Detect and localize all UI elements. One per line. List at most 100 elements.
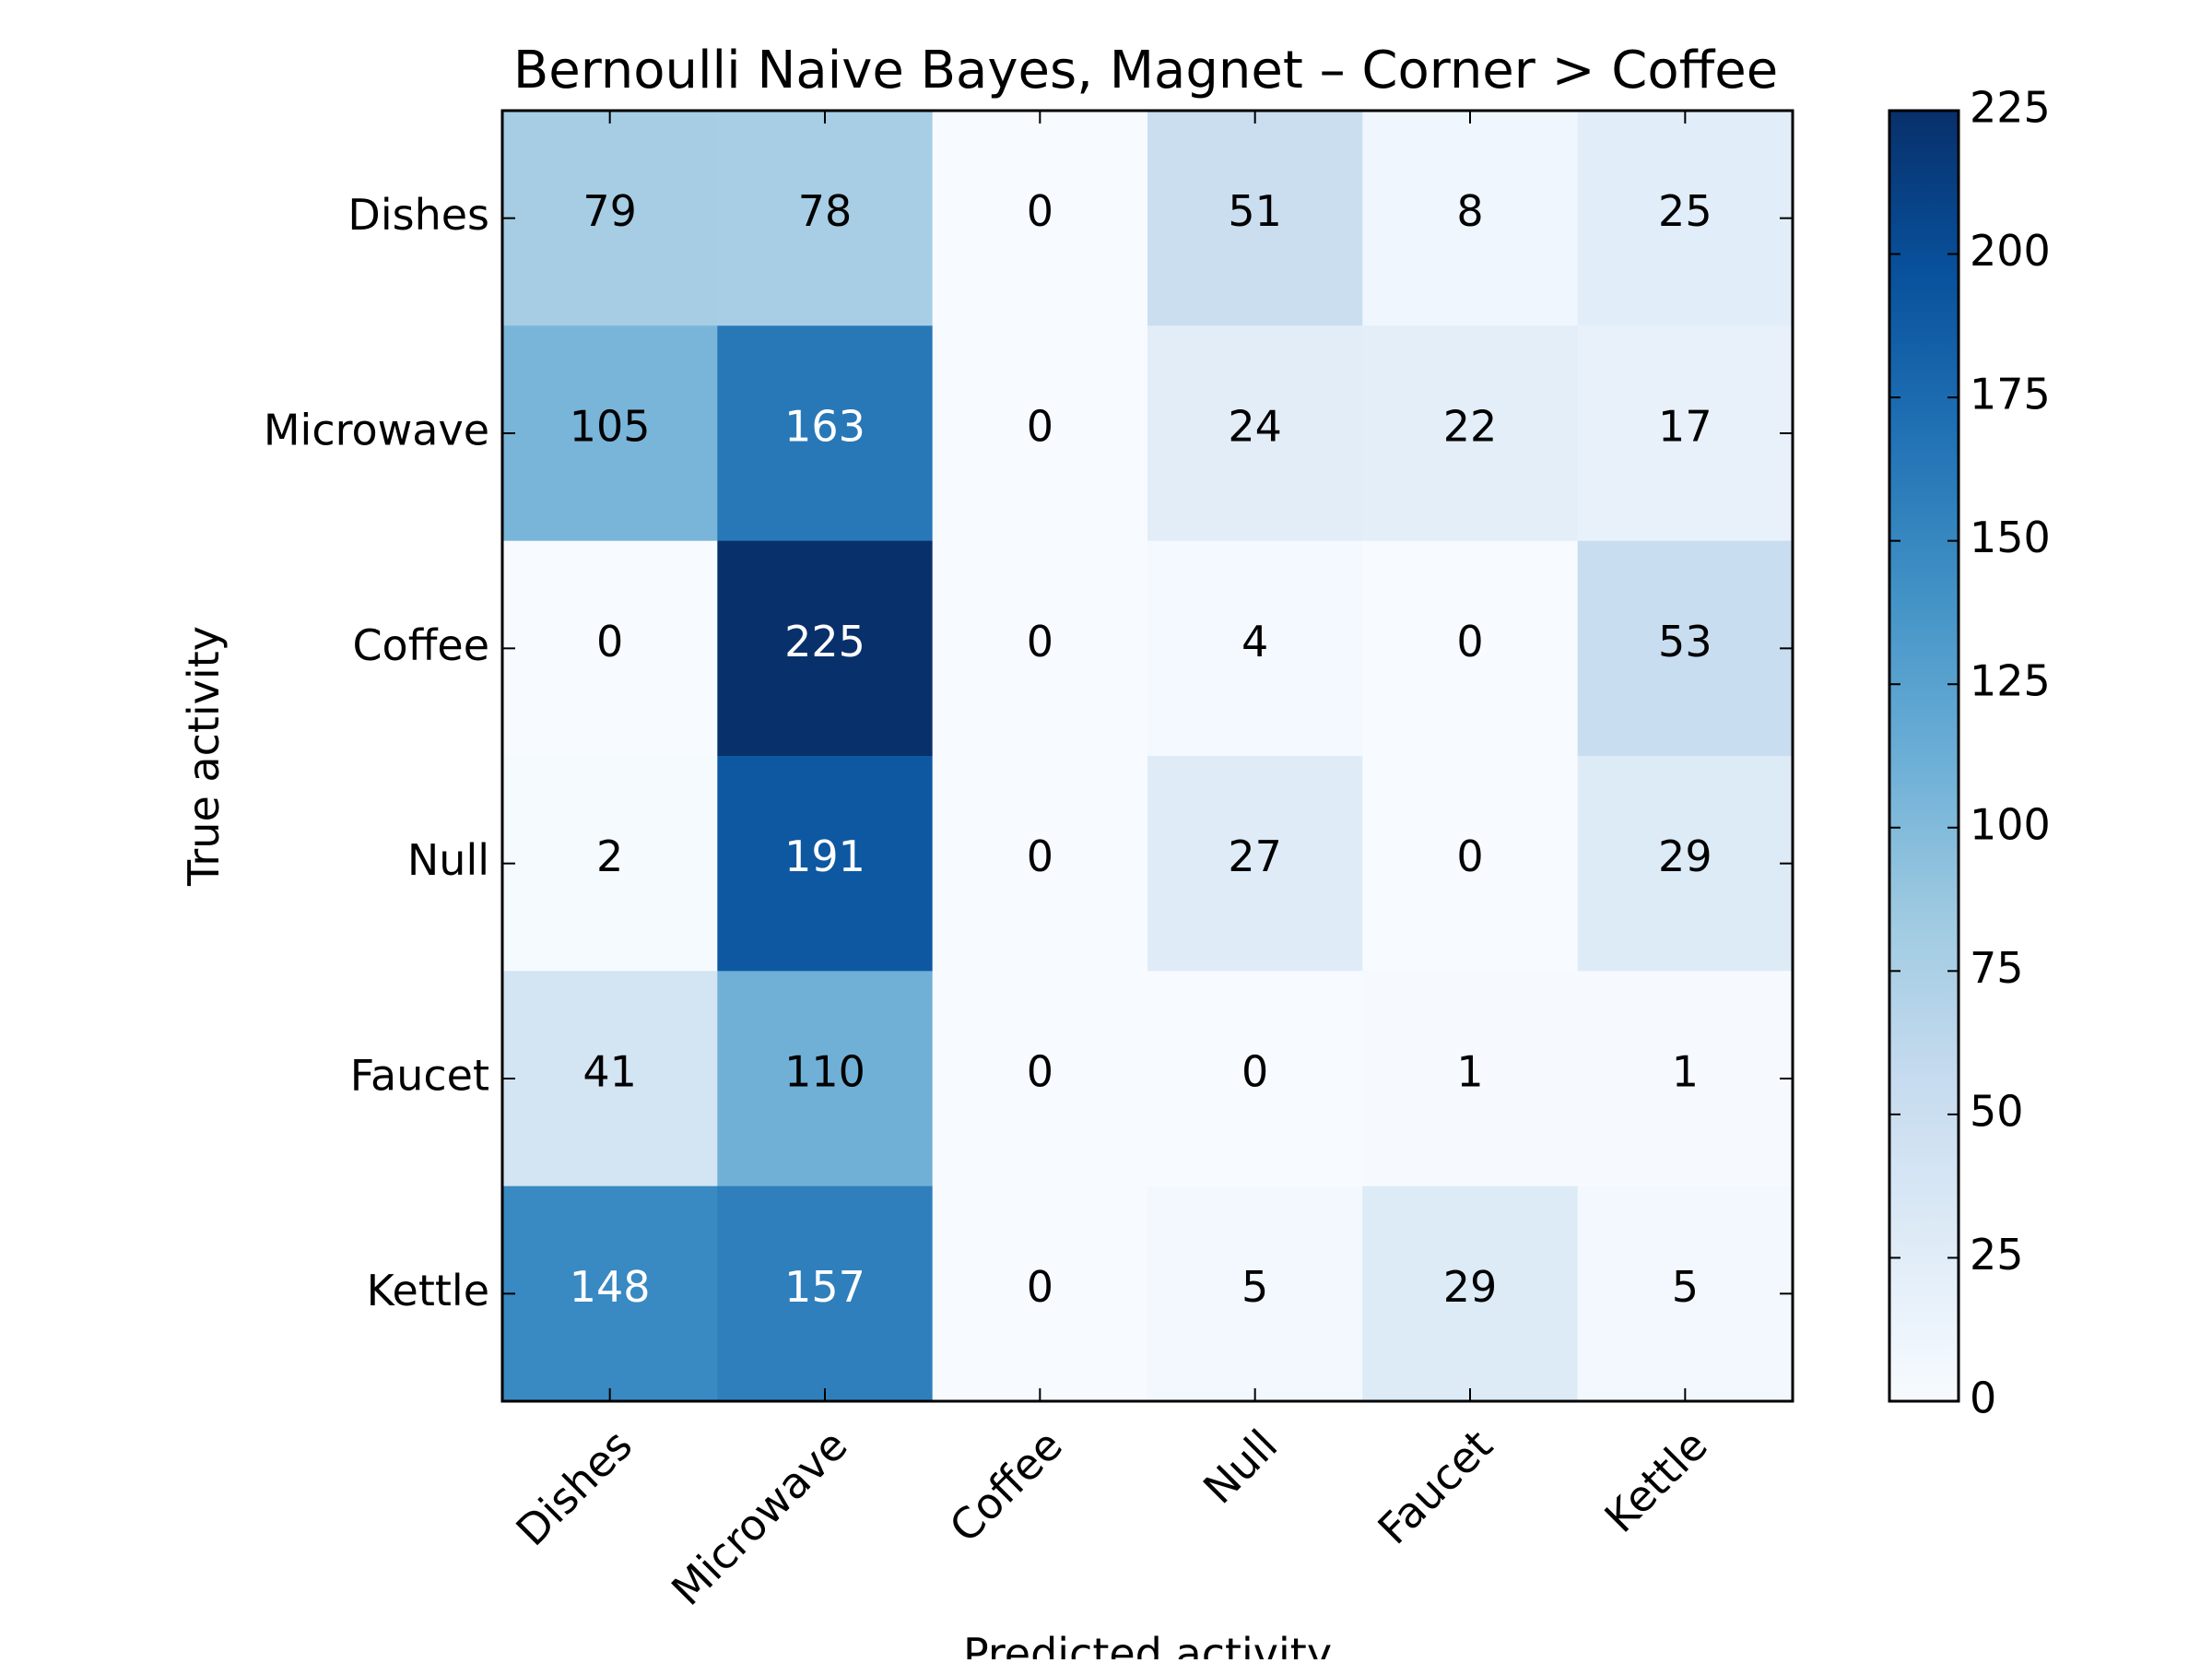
cell-value-label: 0: [1027, 617, 1053, 666]
heatmap-cell: [1362, 325, 1579, 542]
heatmap-cell: [502, 540, 718, 757]
cell-value-label: 0: [1027, 186, 1053, 236]
cell-value-label: 1: [1456, 1047, 1483, 1097]
cell-value-label: 79: [582, 186, 637, 236]
colorbar-tick-label: 50: [1970, 1086, 2024, 1136]
y-tick-label: Microwave: [264, 406, 489, 455]
cell-value-label: 25: [1658, 186, 1712, 236]
heatmap-cell: [502, 1185, 718, 1402]
cell-value-label: 5: [1672, 1262, 1699, 1312]
heatmap-cell: [717, 111, 934, 326]
heatmap-cell: [1577, 325, 1794, 542]
x-tick-label: Dishes: [506, 1420, 641, 1555]
plot-frame: [500, 109, 1794, 1403]
heatmap-cell: [717, 540, 934, 757]
colorbar-ticks: 0 25 50 75 100 125 150 175 200 225: [1889, 83, 2051, 1423]
heatmap-cell: [1362, 1185, 1579, 1402]
heatmap-cell: [1147, 540, 1363, 757]
heatmap-cell: [1147, 111, 1363, 326]
cell-value-label: 0: [1027, 832, 1053, 881]
heatmap-cell: [1147, 756, 1363, 972]
heatmap-cell: [502, 971, 718, 1187]
heatmap-cell: [932, 971, 1148, 1187]
cell-value-label: 29: [1443, 1262, 1498, 1312]
x-axis-label: Predicted activity: [963, 1629, 1332, 1659]
colorbar: [1888, 109, 1960, 1403]
cell-value-label: 0: [1027, 402, 1053, 452]
cell-value-label: 0: [1027, 1047, 1053, 1097]
y-tick-label: Kettle: [367, 1266, 489, 1315]
x-tick-labels: Dishes Microwave Coffee Null Faucet Kettle: [506, 1420, 1716, 1615]
heatmap-cell: [932, 325, 1148, 542]
cell-value-label: 0: [1027, 1262, 1053, 1312]
heatmap-cell: [1147, 1185, 1363, 1402]
x-tick-label: Null: [1194, 1420, 1287, 1513]
y-tick-labels: Dishes Microwave Coffee Null Faucet Kettle: [264, 190, 489, 1315]
colorbar-tick-label: 125: [1970, 656, 2051, 706]
heatmap-cell: [1577, 756, 1794, 972]
cell-value-label: 0: [1241, 1047, 1268, 1097]
cell-value-label: 110: [784, 1047, 865, 1097]
cell-value-label: 0: [1456, 617, 1483, 666]
y-tick-label: Null: [407, 835, 489, 885]
heatmap-cell: [717, 971, 934, 1187]
cell-value-label: 29: [1658, 832, 1712, 881]
heatmap-cell: [932, 111, 1148, 326]
cell-value-label: 53: [1658, 617, 1712, 666]
colorbar-tick-label: 100: [1970, 799, 2051, 849]
cell-value-label: 8: [1456, 186, 1483, 236]
cell-value-label: 2: [596, 832, 623, 881]
heatmap-cell: [1577, 540, 1794, 757]
cell-value-label: 148: [570, 1262, 651, 1312]
x-tick-label: Kettle: [1594, 1420, 1716, 1541]
heatmap-cell: [502, 111, 718, 326]
cell-value-label: 1: [1672, 1047, 1699, 1097]
y-tick-label: Dishes: [347, 190, 489, 240]
cell-value-label: 51: [1228, 186, 1282, 236]
cell-value-label: 78: [798, 186, 853, 236]
chart-title: Bernoulli Naive Bayes, Magnet – Corner >…: [513, 41, 1778, 100]
heatmap-cell: [1362, 756, 1579, 972]
heatmap-cells: [502, 111, 1794, 1402]
y-tick-label: Coffee: [352, 620, 489, 670]
heatmap-cell: [502, 325, 718, 542]
cell-value-label: 0: [1456, 832, 1483, 881]
heatmap-cell: [717, 325, 934, 542]
heatmap-cell: [502, 756, 718, 972]
cell-value-label: 163: [784, 402, 865, 452]
cell-value-label: 41: [582, 1047, 637, 1097]
heatmap-cell: [717, 1185, 934, 1402]
axis-ticks: [502, 111, 1793, 1401]
heatmap-cell: [1362, 111, 1579, 326]
heatmap-cell: [1147, 971, 1363, 1187]
cell-value-label: 27: [1228, 832, 1282, 881]
heatmap-cell: [1362, 971, 1579, 1187]
cell-value-label: 22: [1443, 402, 1498, 452]
colorbar-tick-label: 175: [1970, 370, 2051, 419]
cell-value-label: 105: [570, 402, 651, 452]
cell-value-label: 4: [1241, 617, 1268, 666]
heatmap-cell: [932, 1185, 1148, 1402]
cell-value-label: 191: [784, 832, 865, 881]
colorbar-tick-label: 25: [1970, 1230, 2024, 1280]
x-tick-label: Microwave: [662, 1420, 857, 1615]
colorbar-tick-label: 200: [1970, 226, 2051, 276]
heatmap-cell: [1147, 325, 1363, 542]
heatmap-cell: [932, 756, 1148, 972]
y-tick-label: Faucet: [350, 1051, 489, 1101]
heatmap-cell: [932, 540, 1148, 757]
cell-value-label: 24: [1228, 402, 1282, 452]
x-tick-label: Coffee: [940, 1420, 1072, 1551]
x-tick-label: Faucet: [1369, 1420, 1502, 1553]
heatmap-cell: [1362, 540, 1579, 757]
cell-value-label: 225: [784, 617, 865, 666]
cell-value-label: 0: [596, 617, 623, 666]
heatmap-cell: [717, 756, 934, 972]
colorbar-tick-label: 225: [1970, 83, 2051, 133]
heatmap-cell: [1577, 111, 1794, 326]
cell-value-label: 17: [1658, 402, 1712, 452]
heatmap-cell: [1577, 971, 1794, 1187]
